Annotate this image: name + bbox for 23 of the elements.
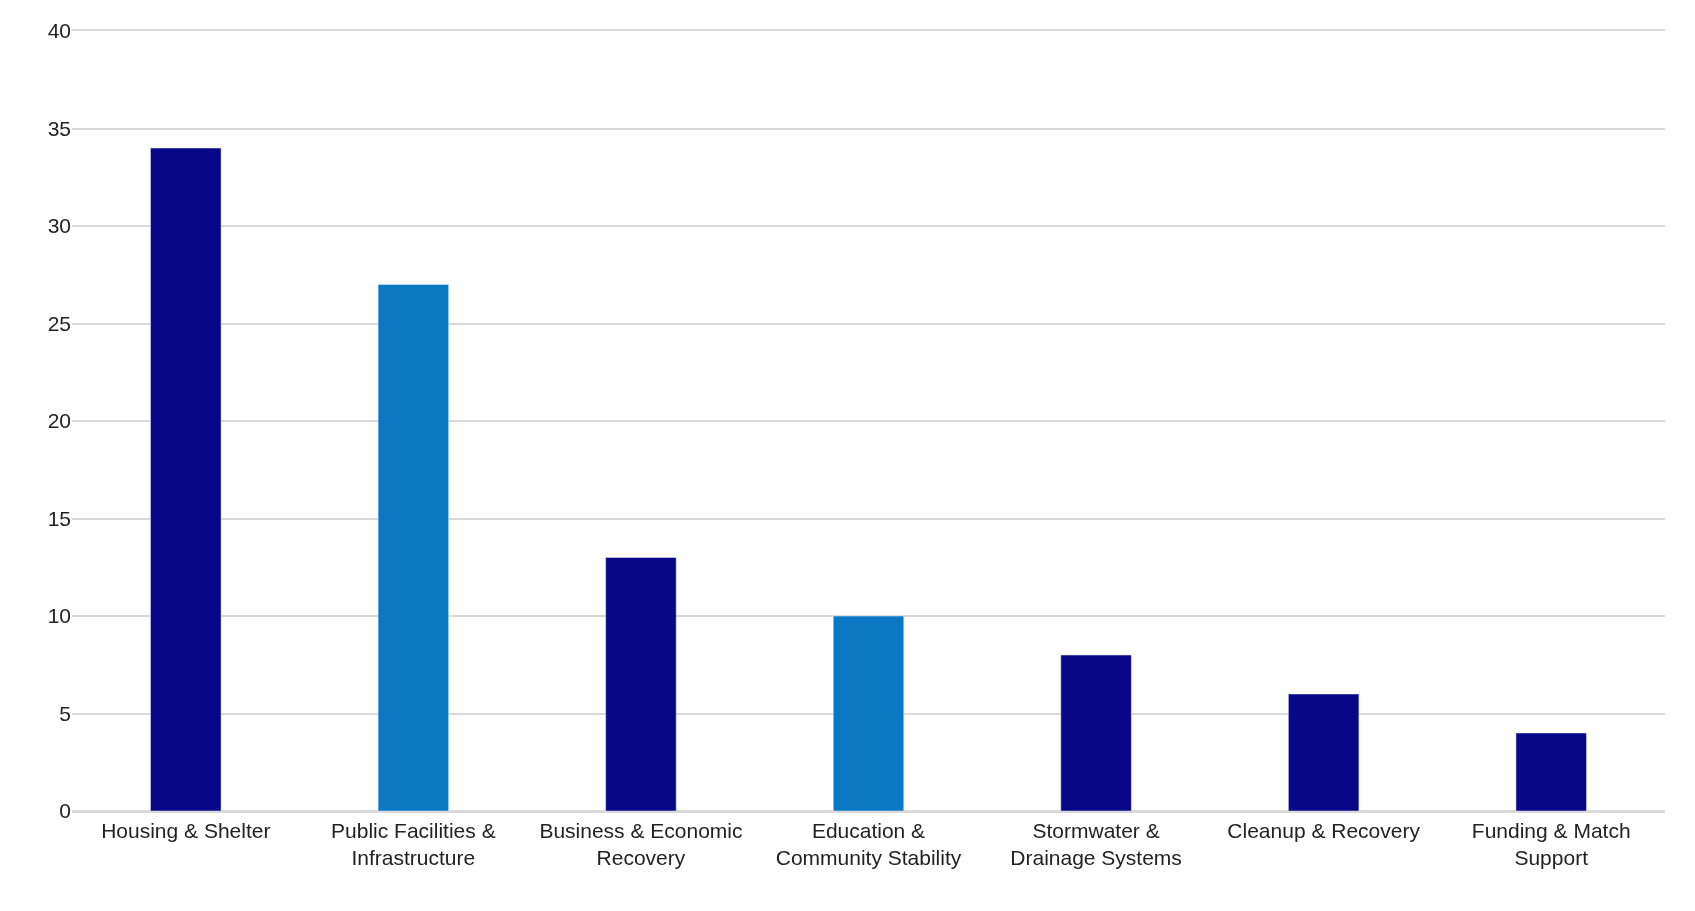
y-tick-label: 30 [47, 214, 71, 238]
x-tick-label: Education & Community Stability [775, 818, 962, 870]
y-tick-label: 10 [47, 604, 71, 628]
bar [605, 557, 677, 811]
y-tick-label: 25 [47, 311, 71, 335]
bar [1060, 654, 1132, 811]
y-tick-label: 20 [47, 409, 71, 433]
x-tick-label: Funding & Match Support [1471, 818, 1631, 870]
y-tick-label: 0 [59, 799, 71, 823]
bar [1515, 732, 1587, 811]
bar [1288, 693, 1360, 811]
bar [377, 284, 449, 811]
y-tick-label: 35 [47, 116, 71, 140]
x-tick-label: Public Facilities & Infrastructure [331, 818, 496, 870]
bar [150, 147, 222, 811]
y-tick-label: 15 [47, 506, 71, 530]
bar [832, 615, 905, 811]
x-tick-label: Stormwater & Drainage Systems [1010, 818, 1182, 870]
y-tick-label: 5 [59, 701, 71, 725]
x-tick-label: Cleanup & Recovery [1227, 818, 1421, 842]
y-tick-label: 40 [47, 19, 71, 43]
x-tick-label: Business & Economic Recovery [539, 818, 743, 870]
x-tick-label: Housing & Shelter [101, 818, 271, 842]
